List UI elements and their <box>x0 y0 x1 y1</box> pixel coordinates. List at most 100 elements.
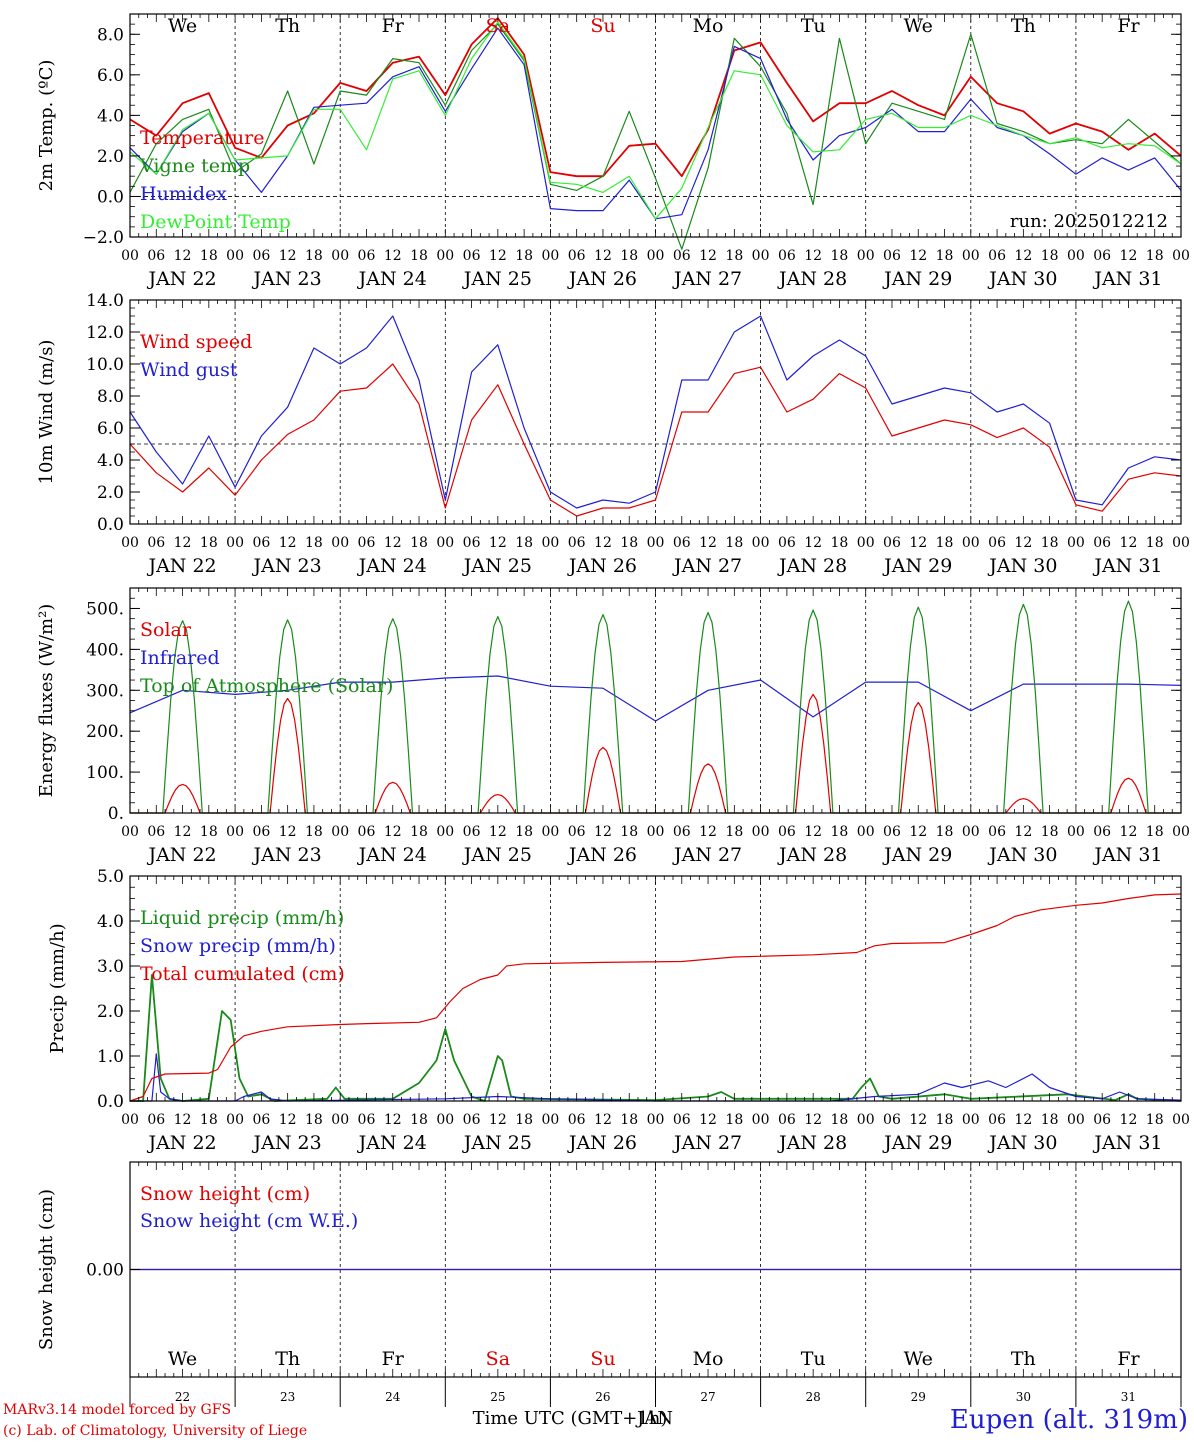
hour-tick-label: 12 <box>174 535 192 551</box>
hour-tick-label: 00 <box>436 824 454 840</box>
hour-tick-label: 00 <box>436 1112 454 1128</box>
weekday-label: Fr <box>1117 1348 1140 1370</box>
hour-tick-label: 18 <box>200 248 218 264</box>
day-number-label: 27 <box>700 1390 715 1404</box>
hour-tick-label: 18 <box>831 1112 849 1128</box>
hour-tick-label: 18 <box>200 1112 218 1128</box>
day-number-label: 22 <box>175 1390 190 1404</box>
hour-tick-label: 00 <box>962 248 980 264</box>
hour-tick-label: 18 <box>200 535 218 551</box>
day-number-label: 24 <box>385 1390 401 1404</box>
hour-tick-label: 06 <box>147 824 165 840</box>
date-label: JAN 24 <box>357 268 427 290</box>
hour-tick-label: 18 <box>515 1112 533 1128</box>
hour-tick-label: 06 <box>778 248 796 264</box>
hour-tick-label: 00 <box>226 535 244 551</box>
weekday-label: Fr <box>382 1348 405 1370</box>
hour-tick-label: 06 <box>358 535 376 551</box>
hour-tick-label: 18 <box>1146 535 1164 551</box>
hour-tick-label: 12 <box>384 1112 402 1128</box>
legend-entry: DewPoint Temp <box>140 211 291 233</box>
y-tick-label: 3.0 <box>97 957 124 977</box>
hour-tick-label: 12 <box>804 1112 822 1128</box>
weekday-label: Mo <box>693 1348 724 1370</box>
hour-tick-label: 00 <box>647 535 665 551</box>
hour-tick-label: 12 <box>279 248 297 264</box>
date-label: JAN 25 <box>462 555 532 577</box>
hour-tick-label: 06 <box>673 824 691 840</box>
y-tick-label: 12.0 <box>86 323 124 343</box>
hour-tick-label: 00 <box>1067 248 1085 264</box>
date-label: JAN 22 <box>146 268 216 290</box>
weekday-label: We <box>168 1348 197 1370</box>
date-label: JAN 26 <box>567 1132 637 1154</box>
x-axis-overlay: JAN <box>635 1408 673 1429</box>
hour-tick-label: 18 <box>936 535 954 551</box>
credit-line-1: MARv3.14 model forced by GFS <box>3 1402 231 1418</box>
hour-tick-label: 12 <box>804 824 822 840</box>
hour-tick-label: 00 <box>752 824 770 840</box>
y-tick-label: 4.0 <box>97 912 124 932</box>
y-tick-label: 8.0 <box>97 25 124 45</box>
date-label: JAN 25 <box>462 268 532 290</box>
hour-tick-label: 00 <box>1172 1112 1190 1128</box>
hour-tick-label: 00 <box>541 1112 559 1128</box>
hour-tick-label: 12 <box>174 824 192 840</box>
series-line-infrared <box>129 675 1182 722</box>
hour-tick-label: 06 <box>778 1112 796 1128</box>
hour-tick-label: 12 <box>1120 248 1138 264</box>
hour-tick-label: 00 <box>541 248 559 264</box>
date-label: JAN 24 <box>357 1132 427 1154</box>
legend-entry: Solar <box>140 619 192 641</box>
legend-entry: Snow precip (mm/h) <box>140 935 336 957</box>
hour-tick-label: 00 <box>121 824 139 840</box>
hour-tick-label: 00 <box>121 248 139 264</box>
hour-tick-label: 18 <box>1041 824 1059 840</box>
weekday-label: Mo <box>693 15 724 37</box>
weekday-label: Th <box>275 1348 300 1370</box>
weekday-label: We <box>904 1348 933 1370</box>
hour-tick-label: 12 <box>699 824 717 840</box>
series-line-wind-gust <box>129 315 1182 509</box>
hour-tick-label: 00 <box>962 535 980 551</box>
y-tick-label: 0. <box>108 804 124 824</box>
hour-tick-label: 12 <box>804 248 822 264</box>
hour-tick-label: 12 <box>1014 248 1032 264</box>
hour-tick-label: 06 <box>568 248 586 264</box>
date-label: JAN 30 <box>987 1132 1057 1154</box>
date-label: JAN 22 <box>146 1132 216 1154</box>
weekday-label: Sa <box>486 15 510 37</box>
credit-line-2: (c) Lab. of Climatology, University of L… <box>3 1423 307 1439</box>
date-label: JAN 29 <box>882 844 952 866</box>
y-tick-label: 5.0 <box>97 867 124 887</box>
y-tick-label: 4.0 <box>97 106 124 126</box>
hour-tick-label: 00 <box>1172 535 1190 551</box>
hour-tick-label: 18 <box>725 824 743 840</box>
hour-tick-label: 18 <box>305 535 323 551</box>
hour-tick-label: 06 <box>1093 824 1111 840</box>
date-label: JAN 31 <box>1092 844 1162 866</box>
hour-tick-label: 18 <box>1146 248 1164 264</box>
hour-tick-label: 00 <box>541 535 559 551</box>
hour-tick-label: 12 <box>279 824 297 840</box>
weekday-label: Su <box>590 1348 615 1370</box>
hour-tick-label: 12 <box>384 535 402 551</box>
y-tick-label: 500. <box>86 599 124 619</box>
hour-tick-label: 12 <box>594 535 612 551</box>
weekday-label: Sa <box>486 1348 510 1370</box>
y-tick-label: −2.0 <box>83 228 124 248</box>
y-tick-label: 2.0 <box>97 1002 124 1022</box>
hour-tick-label: 18 <box>515 535 533 551</box>
hour-tick-label: 00 <box>436 248 454 264</box>
hour-tick-label: 12 <box>909 824 927 840</box>
hour-tick-label: 06 <box>673 248 691 264</box>
series-line-vigne-temp <box>129 23 1182 250</box>
series-line-temperature <box>129 17 1182 178</box>
hour-tick-label: 12 <box>699 535 717 551</box>
weekday-label: Su <box>590 15 615 37</box>
hour-tick-label: 06 <box>463 824 481 840</box>
date-label: JAN 27 <box>672 268 742 290</box>
hour-tick-label: 12 <box>1120 535 1138 551</box>
hour-tick-label: 18 <box>515 248 533 264</box>
